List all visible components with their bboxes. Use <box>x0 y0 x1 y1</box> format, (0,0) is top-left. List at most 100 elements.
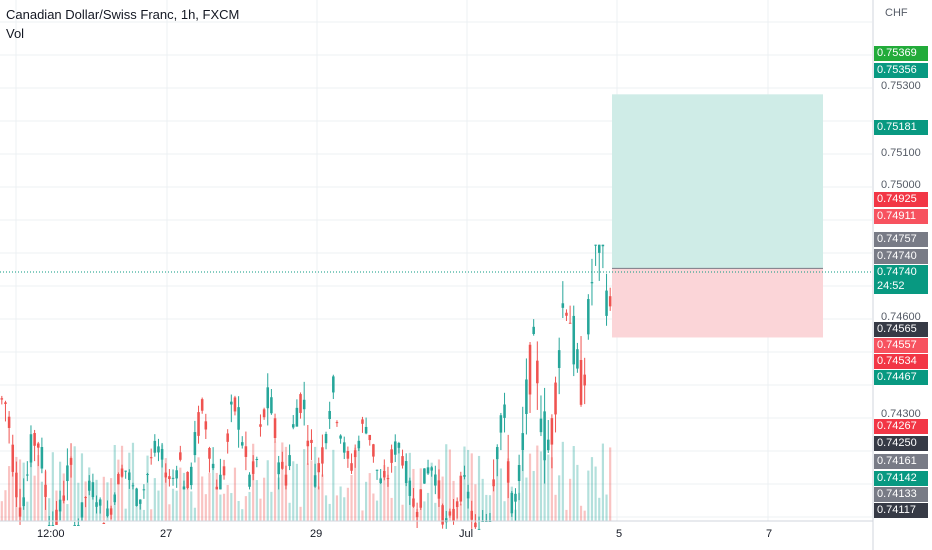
volume-bar <box>110 478 113 521</box>
candle-body <box>251 461 255 474</box>
candle-body <box>306 440 310 447</box>
volume-bar <box>317 486 320 521</box>
candle-body <box>539 418 543 433</box>
volume-bar <box>321 474 324 521</box>
volume-bar <box>124 508 127 521</box>
volume-bar <box>543 448 546 521</box>
volume-bar <box>69 456 73 521</box>
price-tag: 0.74117 <box>874 503 928 518</box>
position-zones[interactable] <box>612 94 823 338</box>
price-tag: 0.74267 <box>874 419 928 434</box>
candle-body <box>302 399 306 410</box>
volume-bar <box>175 490 178 521</box>
candlesticks <box>0 244 612 530</box>
candle-body <box>273 418 277 438</box>
candle-body <box>506 461 510 483</box>
candle-body <box>404 461 408 484</box>
candle-body <box>510 492 514 514</box>
time-tick: 12:00 <box>37 528 65 540</box>
price-tag: 0.74911 <box>874 209 928 224</box>
candle-body <box>113 494 117 503</box>
volume-bar <box>277 477 280 521</box>
candle-body <box>4 402 7 404</box>
candle-body <box>554 382 557 415</box>
candle-body <box>40 447 44 469</box>
volume-bar <box>423 501 426 521</box>
candle-body <box>332 376 335 393</box>
candle-body <box>248 474 251 487</box>
volume-bar <box>288 502 291 521</box>
price-tick: 0.75100 <box>881 147 921 159</box>
candle-body <box>353 450 357 458</box>
volume-bar <box>518 492 521 521</box>
candle-body <box>55 509 58 525</box>
volume-bar <box>492 481 495 521</box>
candle-body <box>146 474 149 476</box>
volume-bar <box>594 466 597 521</box>
volume-bar <box>120 445 124 521</box>
candle-body <box>517 465 521 482</box>
candle-body <box>525 379 528 414</box>
volume-bar <box>255 480 258 521</box>
candle-body <box>492 479 495 487</box>
volume-bar <box>481 478 484 521</box>
candle-body <box>383 470 386 478</box>
candle-body <box>204 421 208 430</box>
candle-body <box>594 244 597 246</box>
volume-bar <box>448 449 451 521</box>
candle-body <box>244 446 248 457</box>
volume-bar <box>496 449 499 521</box>
volume-bar <box>182 472 186 521</box>
candle-body <box>346 450 350 459</box>
volume-bar <box>259 498 262 521</box>
volume-bar <box>146 455 149 521</box>
volume-bar <box>576 464 579 521</box>
candle-body <box>237 407 240 430</box>
candle-body <box>452 508 455 521</box>
volume-bar <box>379 477 382 521</box>
volume-bar <box>248 491 251 521</box>
volume-bar <box>587 470 590 521</box>
candle-body <box>368 434 372 441</box>
candle-body <box>543 411 546 461</box>
time-tick: 5 <box>616 528 623 540</box>
candle-body <box>419 489 423 508</box>
candle-body <box>226 433 229 442</box>
volume-bar <box>405 467 408 521</box>
candle-body <box>18 507 22 517</box>
volume-bar <box>590 457 594 521</box>
volume-bar <box>244 496 247 521</box>
candle-body <box>390 449 393 463</box>
candle-body <box>579 360 583 405</box>
volume-bar <box>153 478 156 521</box>
candle-body <box>95 502 98 507</box>
loss-zone <box>612 268 823 338</box>
candle-body <box>444 518 448 523</box>
candle-body <box>455 501 459 508</box>
candle-body <box>477 528 481 530</box>
volume-bar <box>299 506 302 521</box>
volume-bar <box>328 503 331 521</box>
candle-body <box>120 468 124 477</box>
volume-bar <box>29 451 33 521</box>
candle-body <box>412 498 415 507</box>
volume-bar <box>550 457 553 521</box>
volume-bar <box>390 497 393 521</box>
candle-body <box>117 473 120 485</box>
candle-body <box>437 480 441 499</box>
candle-body <box>605 290 608 316</box>
volume-indicator-label[interactable]: Vol <box>6 26 25 41</box>
volume-bar <box>252 443 255 521</box>
candle-body <box>109 508 113 515</box>
candle-body <box>255 459 259 461</box>
candle-body <box>288 455 291 467</box>
price-tag-high: 0.75369 <box>874 46 928 61</box>
volume-bar <box>365 481 368 521</box>
volume-bar <box>375 500 379 521</box>
candle-body <box>401 456 404 466</box>
volume-bar <box>503 501 506 521</box>
candle-body <box>186 471 189 488</box>
candle-body <box>33 433 36 446</box>
candle-body <box>372 444 375 457</box>
